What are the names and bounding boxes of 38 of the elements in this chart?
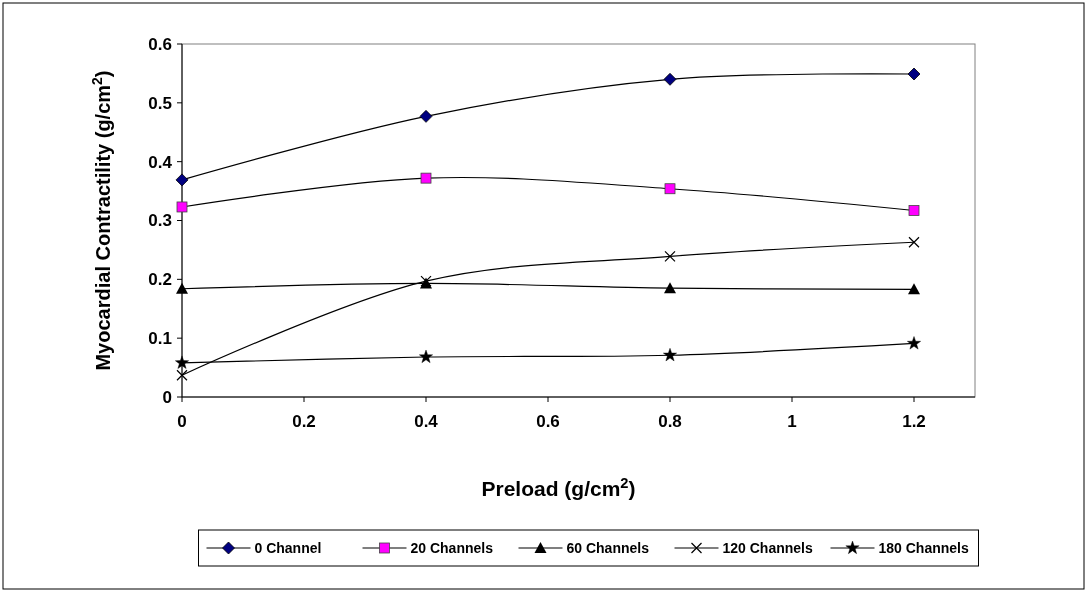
point bbox=[907, 336, 921, 350]
point bbox=[907, 67, 921, 81]
x-tick-label: 0.6 bbox=[536, 412, 560, 431]
point bbox=[419, 109, 433, 123]
y-tick-label: 0.5 bbox=[148, 93, 172, 113]
x-tick-label: 0.4 bbox=[414, 412, 439, 431]
point bbox=[664, 183, 676, 195]
legend-label: 120 Channels bbox=[722, 539, 813, 556]
point bbox=[908, 205, 920, 216]
x-axis-title: Preload (g/cm$^{2}$) bbox=[481, 475, 636, 500]
legend-label: 180 Channels bbox=[878, 539, 969, 556]
point bbox=[420, 172, 432, 184]
y-tick-label: 0.3 bbox=[148, 211, 172, 231]
legend-label: 20 Channels bbox=[410, 539, 494, 556]
x-tick-label: 1.2 bbox=[902, 412, 926, 431]
point bbox=[419, 349, 433, 363]
y-tick-label: 0.1 bbox=[148, 329, 172, 349]
point bbox=[176, 201, 188, 213]
y-tick-label: 0.2 bbox=[148, 270, 172, 290]
x-tick-label: 0.2 bbox=[292, 412, 316, 431]
y-tick-label: 0.6 bbox=[148, 34, 172, 54]
x-tick-label: 0.8 bbox=[658, 412, 682, 431]
point bbox=[908, 236, 920, 248]
point bbox=[176, 282, 188, 294]
y-tick-label: 0 bbox=[162, 387, 172, 407]
point bbox=[175, 355, 189, 369]
legend-label: 60 Channels bbox=[566, 539, 650, 556]
point bbox=[175, 173, 189, 187]
point bbox=[176, 369, 188, 381]
point bbox=[664, 282, 676, 294]
point bbox=[664, 250, 676, 262]
x-tick-label: 1 bbox=[787, 412, 797, 431]
point bbox=[663, 72, 677, 86]
legend-label: 0 Channel bbox=[254, 539, 322, 556]
point bbox=[908, 283, 920, 295]
x-tick-label: 0 bbox=[177, 412, 187, 431]
y-tick-label: 0.4 bbox=[148, 152, 173, 172]
point bbox=[663, 348, 677, 362]
